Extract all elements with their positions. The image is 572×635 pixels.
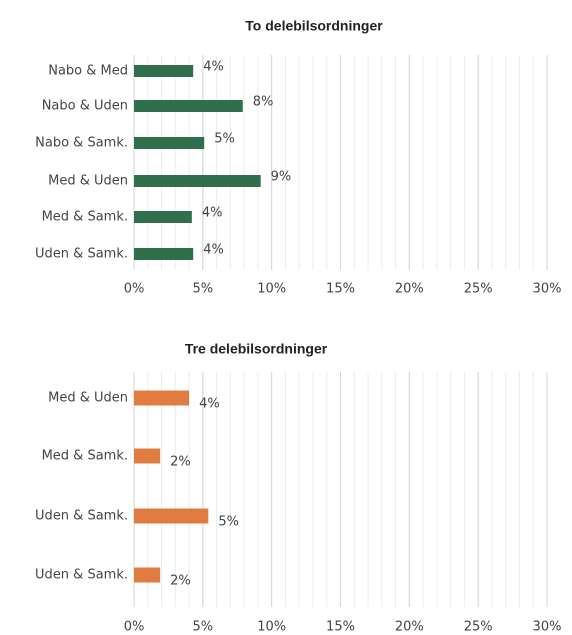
data-label: 9% (271, 170, 292, 185)
data-label: 4% (199, 397, 220, 412)
x-tick-label: 20% (395, 620, 424, 635)
y-tick-label: Med & Uden (48, 391, 128, 406)
chart-title: To delebilsordninger (245, 18, 383, 34)
y-tick-label: Med & Samk. (42, 210, 128, 225)
data-label: 5% (214, 132, 235, 147)
y-tick-label: Nabo & Samk. (35, 136, 128, 151)
x-tick-label: 0% (124, 620, 145, 635)
bar (134, 137, 205, 149)
x-tick-label: 10% (257, 620, 286, 635)
bar (134, 508, 209, 524)
data-label: 2% (170, 574, 191, 589)
x-tick-label: 15% (326, 282, 355, 297)
data-label: 4% (203, 60, 224, 75)
x-tick-label: 5% (193, 620, 214, 635)
y-tick-label: Med & Samk. (42, 449, 128, 464)
data-label: 4% (203, 243, 224, 258)
bar (134, 211, 192, 223)
x-tick-label: 20% (395, 282, 424, 297)
bar (134, 175, 261, 187)
y-tick-label: Uden & Samk. (35, 247, 128, 262)
bar (134, 390, 190, 406)
bar (134, 100, 243, 112)
x-tick-label: 15% (326, 620, 355, 635)
bar (134, 448, 161, 464)
bar (134, 248, 194, 260)
y-tick-label: Uden & Samk. (35, 568, 128, 583)
chart-title: Tre delebilsordninger (185, 341, 328, 357)
y-tick-label: Med & Uden (48, 174, 128, 189)
data-label: 5% (218, 515, 239, 530)
data-label: 4% (202, 206, 223, 221)
x-tick-label: 10% (257, 282, 286, 297)
x-tick-label: 5% (193, 282, 214, 297)
data-label: 8% (253, 95, 274, 110)
x-tick-label: 25% (464, 620, 493, 635)
x-tick-label: 30% (533, 620, 562, 635)
y-tick-label: Nabo & Uden (42, 99, 128, 114)
bar (134, 567, 161, 583)
x-tick-label: 25% (464, 282, 493, 297)
data-label: 2% (170, 455, 191, 470)
y-tick-label: Nabo & Med (48, 64, 128, 79)
x-tick-label: 0% (124, 282, 145, 297)
x-tick-label: 30% (533, 282, 562, 297)
y-tick-label: Uden & Samk. (35, 509, 128, 524)
bar (134, 65, 194, 77)
